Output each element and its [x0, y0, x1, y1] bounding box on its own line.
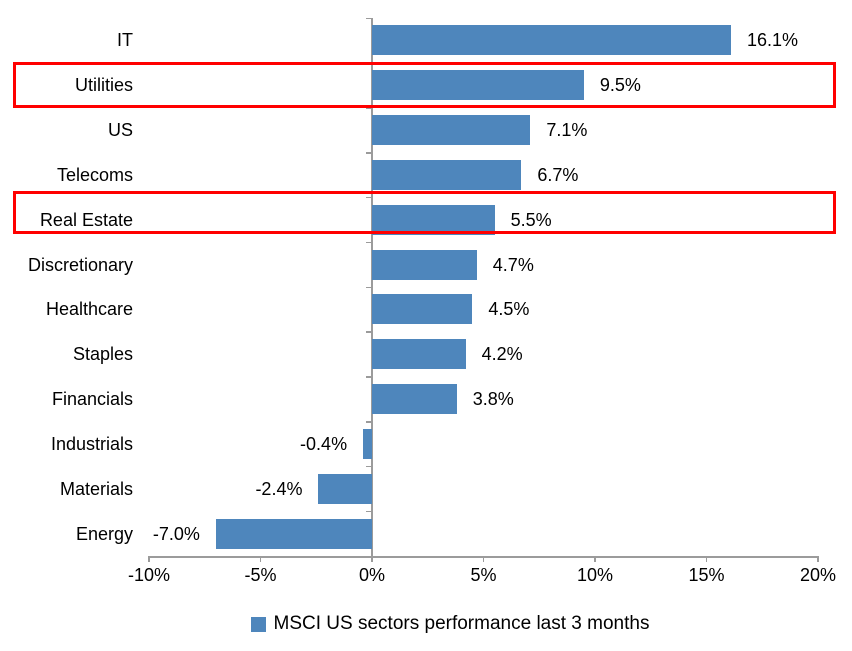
category-label-materials: Materials	[59, 478, 133, 499]
legend-marker-icon	[250, 616, 266, 632]
category-axis-tick	[366, 465, 372, 468]
value-label-industrials: -0.4%	[300, 433, 348, 454]
value-axis-tick	[705, 556, 708, 562]
value-label-real-estate: 5.5%	[510, 209, 552, 230]
category-label-real-estate: Real Estate	[39, 209, 133, 230]
value-axis-tick	[482, 556, 485, 562]
category-label-industrials: Industrials	[50, 433, 133, 454]
value-label-staples: 4.2%	[481, 344, 523, 365]
value-axis-tick	[371, 556, 373, 562]
bar-discretionary	[372, 249, 477, 280]
category-label-energy: Energy	[75, 523, 133, 544]
category-axis-tick	[366, 331, 372, 333]
axis-tick-label-0pct: 0%	[358, 565, 385, 585]
category-label-it: IT	[117, 30, 133, 51]
category-axis-tick	[366, 376, 372, 378]
category-axis-tick	[366, 241, 372, 244]
value-label-discretionary: 4.7%	[492, 254, 534, 275]
axis-tick-label-5pct: 5%	[470, 565, 497, 585]
axis-tick-label-10pct: 10%	[576, 565, 614, 585]
bar-staples	[372, 339, 466, 370]
bar-industrials	[363, 428, 372, 459]
value-axis-tick	[817, 556, 819, 562]
category-label-staples: Staples	[72, 344, 133, 365]
highlight-box-real-estate	[13, 191, 836, 235]
category-axis-tick	[366, 421, 372, 423]
category-label-telecoms: Telecoms	[56, 164, 133, 185]
legend-label: MSCI US sectors performance last 3 month…	[273, 613, 650, 634]
axis-tick-label-20pct: 20%	[799, 565, 837, 585]
category-label-us: US	[107, 120, 133, 141]
category-axis-tick	[366, 107, 372, 109]
value-axis-tick	[259, 556, 262, 562]
bar-materials	[318, 473, 372, 504]
category-axis-tick	[366, 17, 372, 19]
bar-financials	[372, 384, 457, 415]
legend: MSCI US sectors performance last 3 month…	[24, 611, 852, 637]
value-label-it: 16.1%	[747, 30, 799, 51]
category-label-healthcare: Healthcare	[45, 299, 133, 320]
bar-it	[372, 25, 732, 56]
value-label-utilities: 9.5%	[599, 75, 641, 96]
category-label-discretionary: Discretionary	[27, 254, 133, 275]
bar-utilities	[372, 70, 584, 101]
value-label-healthcare: 4.5%	[488, 299, 530, 320]
value-label-telecoms: 6.7%	[537, 164, 579, 185]
value-label-us: 7.1%	[546, 120, 588, 141]
value-label-materials: -2.4%	[255, 478, 303, 499]
category-axis-line	[371, 18, 373, 556]
bar-real-estate	[372, 204, 495, 235]
axis-tick-label-neg5pct: -5%	[244, 565, 277, 585]
category-axis-tick	[366, 196, 372, 199]
value-label-financials: 3.8%	[472, 389, 514, 410]
bar-us	[372, 115, 531, 146]
bar-healthcare	[372, 294, 473, 325]
value-label-energy: -7.0%	[152, 523, 200, 544]
highlight-box-utilities	[13, 61, 836, 108]
bar-telecoms	[372, 159, 522, 190]
category-axis-tick	[366, 152, 372, 154]
category-label-financials: Financials	[51, 389, 133, 410]
axis-tick-label-neg10pct: -10%	[127, 565, 171, 585]
category-label-utilities: Utilities	[74, 75, 133, 96]
bar-energy	[215, 518, 372, 549]
value-axis-tick	[594, 556, 596, 562]
category-axis-tick	[366, 510, 372, 513]
category-axis-tick	[366, 286, 372, 288]
value-axis-tick	[148, 556, 150, 562]
axis-tick-label-15pct: 15%	[688, 565, 725, 585]
